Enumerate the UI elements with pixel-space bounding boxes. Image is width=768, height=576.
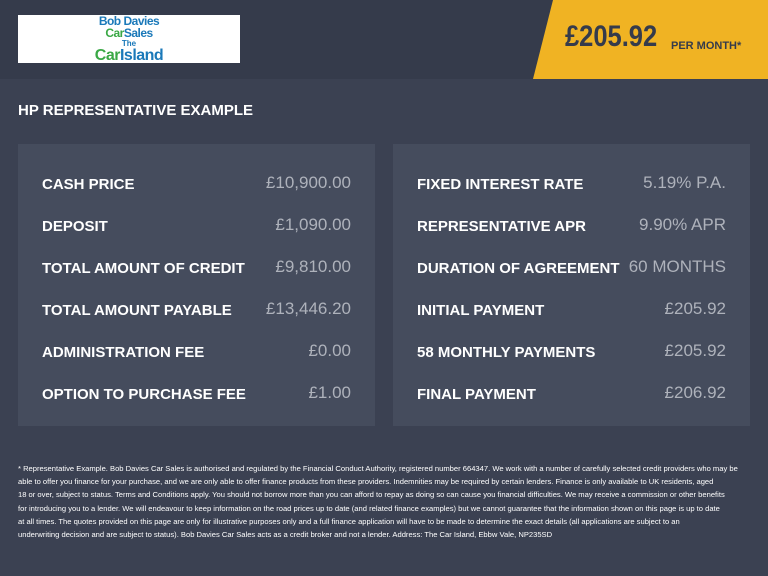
disclaimer: * Representative Example. Bob Davies Car… [18,462,738,541]
row-value: £9,810.00 [275,257,351,276]
finance-row: CASH PRICE £10,900.00 [42,173,351,196]
row-value: £0.00 [308,341,351,360]
row-value: £205.92 [664,341,726,360]
price-banner [533,0,768,79]
row-value: £1,090.00 [275,215,351,234]
row-label: INITIAL PAYMENT [417,302,545,319]
row-label: FINAL PAYMENT [417,386,536,403]
row-label: REPRESENTATIVE APR [417,218,586,235]
logo-line: CarSales [105,26,153,40]
row-value: £206.92 [664,383,726,402]
row-label: ADMINISTRATION FEE [42,344,205,361]
finance-row: OPTION TO PURCHASE FEE £1.00 [42,383,351,406]
row-label: FIXED INTEREST RATE [417,176,584,193]
row-label: DEPOSIT [42,218,108,235]
logo-line: Bob Davies [98,14,160,28]
row-value: £10,900.00 [265,173,351,192]
row-label: 58 MONTHLY PAYMENTS [417,344,596,361]
finance-panel-left: CASH PRICE £10,900.00 DEPOSIT £1,090.00 TOTA… [18,144,375,426]
row-label: CASH PRICE [42,176,135,193]
row-label: DURATION OF AGREEMENT [417,260,620,277]
logo-line: The [121,39,137,48]
monthly-price: £205.92 [565,20,658,53]
section-title: HP REPRESENTATIVE EXAMPLE [18,102,254,119]
finance-row: TOTAL AMOUNT OF CREDIT £9,810.00 [42,257,351,280]
finance-row: DURATION OF AGREEMENT 60 MONTHS [417,257,726,280]
row-value: 60 MONTHS [628,257,726,276]
logo[interactable]: Bob Davies CarSales The CarIsland [18,14,240,64]
row-value: £205.92 [664,299,726,318]
row-value: 5.19% P.A. [643,173,726,192]
finance-row: INITIAL PAYMENT £205.92 [417,299,726,322]
logo-line: CarIsland [94,47,164,64]
disclaimer-line: 18 or over, subject to status. Terms and… [18,490,725,500]
disclaimer-line: at all times. The quotes provided on thi… [18,516,680,526]
row-value: 9.90% APR [639,215,726,234]
row-value: £13,446.20 [265,299,351,318]
row-value: £1.00 [308,383,351,402]
disclaimer-line: for introducing you to a lender. We will… [18,503,720,513]
row-label: TOTAL AMOUNT OF CREDIT [42,260,245,277]
finance-panel-right: FIXED INTEREST RATE 5.19% P.A. REPRESENTAT… [393,144,750,426]
header: Bob Davies CarSales The CarIsland £205.9… [0,0,768,79]
finance-row: FIXED INTEREST RATE 5.19% P.A. [417,173,726,196]
per-month-label: PER MONTH* [671,40,742,52]
row-label: TOTAL AMOUNT PAYABLE [42,302,232,319]
finance-row: DEPOSIT £1,090.00 [42,215,351,238]
finance-row: TOTAL AMOUNT PAYABLE £13,446.20 [42,299,351,322]
finance-row: ADMINISTRATION FEE £0.00 [42,341,351,364]
finance-row: 58 MONTHLY PAYMENTS £205.92 [417,341,726,364]
disclaimer-line: able to offer you finance for your purch… [18,477,714,487]
finance-row: REPRESENTATIVE APR 9.90% APR [417,215,726,238]
finance-row: FINAL PAYMENT £206.92 [417,383,726,406]
row-label: OPTION TO PURCHASE FEE [42,386,246,403]
disclaimer-line: underwriting decision and are subject to… [18,530,553,540]
disclaimer-line: * Representative Example. Bob Davies Car… [18,464,738,473]
